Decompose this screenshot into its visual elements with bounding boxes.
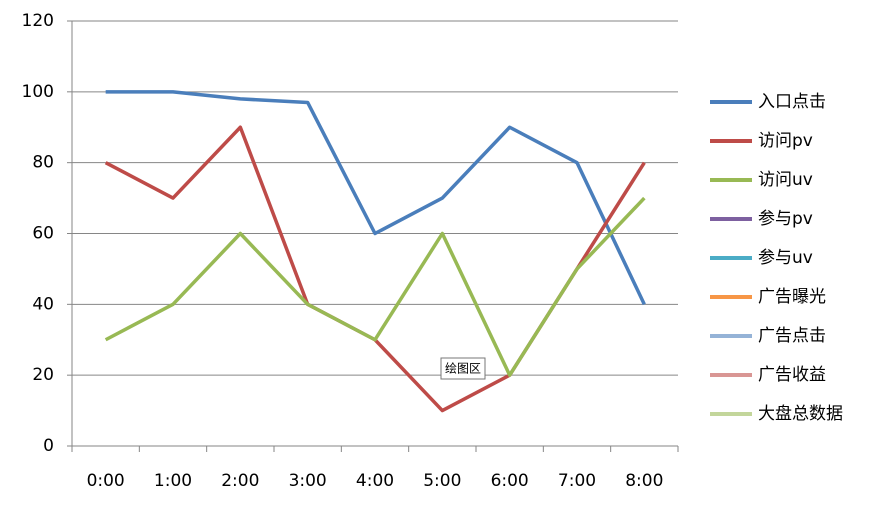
x-tick-label: 2:00	[221, 471, 259, 491]
series-line	[105, 90, 646, 306]
legend-label: 入口点击	[758, 92, 826, 112]
x-tick-label: 6:00	[491, 471, 529, 491]
y-tick-label: 40	[32, 294, 54, 314]
legend-label: 参与pv	[758, 209, 813, 229]
y-tick-label: 20	[32, 365, 54, 385]
legend-label: 广告曝光	[758, 287, 826, 307]
legend-label: 访问uv	[758, 170, 813, 190]
legend-label: 参与uv	[758, 248, 813, 268]
legend-label: 广告收益	[758, 365, 826, 385]
y-tick-label: 100	[22, 82, 54, 102]
x-tick-label: 3:00	[289, 471, 327, 491]
y-tick-label: 120	[22, 11, 54, 31]
series-line	[104, 125, 646, 413]
x-tick-label: 4:00	[356, 471, 394, 491]
legend-label: 广告点击	[758, 326, 826, 346]
legend-label: 大盘总数据	[758, 404, 843, 424]
legend-label: 访问pv	[758, 131, 813, 151]
series-line	[104, 196, 646, 377]
x-tick-label: 7:00	[558, 471, 596, 491]
x-tick-label: 0:00	[87, 471, 125, 491]
y-tick-label: 80	[32, 153, 54, 173]
y-tick-label: 60	[32, 224, 54, 244]
y-tick-label: 0	[43, 436, 54, 456]
annotation-box	[440, 357, 486, 380]
annotation: 绘图区	[445, 361, 481, 376]
x-tick-label: 1:00	[154, 471, 192, 491]
axes: 0 20 40 60 80 100 120 0:00 1:00 2:00 3:00 4:00 5:00 6…	[22, 11, 679, 491]
x-tick-label: 8:00	[625, 471, 663, 491]
x-tick-label: 5:00	[423, 471, 461, 491]
annotation-frame	[440, 357, 486, 380]
